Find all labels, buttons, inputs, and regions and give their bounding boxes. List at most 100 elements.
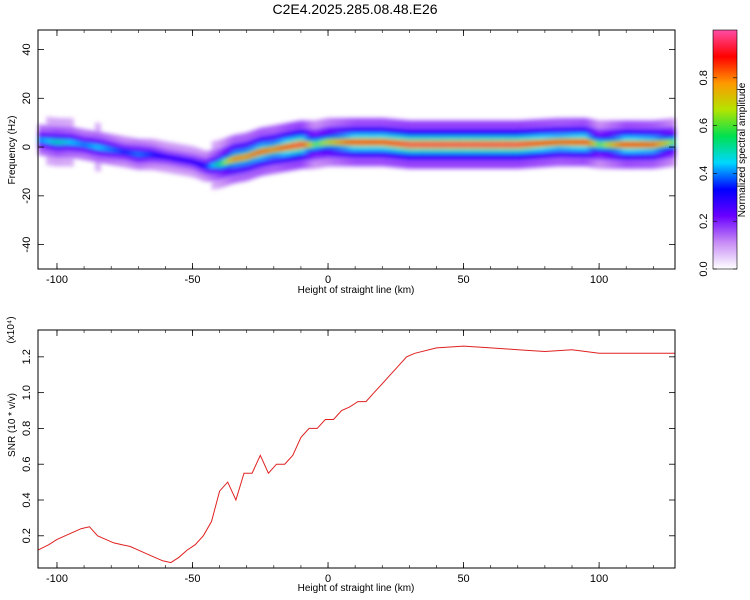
heatmap-cell <box>333 139 337 145</box>
heatmap-cell <box>490 142 494 147</box>
heatmap-cell <box>493 142 497 147</box>
heatmap-cell <box>260 149 264 154</box>
heatmap-cell <box>311 142 316 147</box>
spectrogram-heatmap <box>38 116 676 190</box>
heatmap-cell <box>168 155 172 160</box>
heatmap-cell <box>647 142 652 147</box>
heatmap-cell <box>154 152 158 158</box>
heatmap-cell <box>219 161 223 166</box>
heatmap-cell <box>189 159 194 164</box>
heatmap-cell <box>487 142 492 147</box>
heatmap-cell <box>515 142 519 147</box>
heatmap-cell <box>143 152 148 157</box>
heatmap-cell <box>67 139 72 145</box>
heatmap-cell <box>244 154 248 160</box>
y-tick-label: 0.8 <box>21 421 33 436</box>
heatmap-cell <box>482 142 486 147</box>
heatmap-cell <box>54 139 58 145</box>
heatmap-cell <box>450 142 454 147</box>
heatmap-cell <box>368 139 373 145</box>
heatmap-cell <box>669 140 673 145</box>
heatmap-cell <box>585 140 589 145</box>
heatmap-cell <box>151 152 156 157</box>
heatmap-cell <box>417 142 421 147</box>
heatmap-cell <box>197 161 202 167</box>
heatmap-cell <box>531 141 535 146</box>
heatmap-cell <box>520 142 524 147</box>
heatmap-cell <box>336 139 340 145</box>
heatmap-cell <box>252 152 256 157</box>
heatmap-cell <box>425 142 429 147</box>
heatmap-cell <box>206 164 210 169</box>
heatmap-cell <box>466 142 470 147</box>
heatmap-cell <box>406 142 410 147</box>
heatmap-cell <box>498 142 503 147</box>
heatmap-cell <box>46 138 50 144</box>
x-tick-label: -100 <box>46 274 68 286</box>
heatmap-cell <box>108 147 112 152</box>
heatmap-cell <box>653 142 657 147</box>
y-tick-label: 1.0 <box>21 385 33 400</box>
heatmap-cell <box>390 140 394 146</box>
heatmap-cell <box>173 156 177 161</box>
heatmap-cell <box>550 140 554 145</box>
heatmap-cell <box>170 155 175 161</box>
heatmap-cell <box>292 143 297 149</box>
heatmap-cell <box>509 142 513 147</box>
heatmap-cell <box>48 139 53 144</box>
heatmap-cell <box>341 139 345 145</box>
heatmap-cell <box>523 142 527 147</box>
heatmap-cell <box>268 148 272 153</box>
x-tick-label: -50 <box>185 573 201 585</box>
heatmap-cell <box>566 139 570 145</box>
spectrogram-frame <box>37 29 676 270</box>
heatmap-cell <box>558 139 562 145</box>
colorbar-tick-label: 0.0 <box>698 261 710 276</box>
heatmap-cell <box>38 137 42 143</box>
x-tick-label: 100 <box>590 573 608 585</box>
heatmap-cell <box>97 145 101 150</box>
heatmap-cell <box>479 142 484 147</box>
heatmap-cell <box>628 142 633 147</box>
heatmap-cell <box>132 151 137 156</box>
heatmap-cell <box>78 141 82 147</box>
heatmap-cell <box>379 139 383 145</box>
heatmap-cell <box>447 142 451 147</box>
heatmap-cell <box>588 140 592 146</box>
heatmap-cell <box>398 141 402 146</box>
heatmap-cell <box>227 158 232 163</box>
heatmap-cell <box>460 142 465 147</box>
heatmap-cell <box>116 148 120 153</box>
heatmap-cell <box>365 139 370 145</box>
heatmap-cell <box>347 139 351 145</box>
spectrogram-x-label: Height of straight line (km) <box>298 285 415 296</box>
heatmap-cell <box>609 142 614 147</box>
heatmap-cell <box>62 139 66 145</box>
heatmap-cell <box>300 142 305 147</box>
colorbar-gradient <box>712 29 738 270</box>
heatmap-cell <box>593 141 597 147</box>
chart-title: C2E4.2025.285.08.48.E26 <box>272 1 437 17</box>
heatmap-cell <box>485 142 489 147</box>
heatmap-cell <box>40 138 45 143</box>
heatmap-cell <box>187 158 191 164</box>
heatmap-cell <box>73 140 77 146</box>
heatmap-cell <box>599 142 603 147</box>
heatmap-cell <box>59 139 63 145</box>
heatmap-cell <box>235 156 240 161</box>
heatmap-cell <box>553 140 557 145</box>
heatmap-cell <box>555 140 560 145</box>
heatmap-cell <box>474 142 478 147</box>
heatmap-cell <box>284 145 288 150</box>
heatmap-cell <box>314 142 318 147</box>
y-tick-label: -20 <box>21 188 33 204</box>
heatmap-cell <box>650 142 654 147</box>
spectrogram-panel: -100 -50 0 50 100 40 20 0 -20 -40 Height of strai… <box>7 29 676 296</box>
heatmap-cell <box>176 156 180 162</box>
heatmap-cell <box>409 142 413 147</box>
heatmap-cell <box>211 163 215 168</box>
heatmap-cell <box>363 139 367 145</box>
snr-y-label: SNR (10 * v/v) <box>7 393 18 457</box>
heatmap-cell <box>496 142 500 147</box>
